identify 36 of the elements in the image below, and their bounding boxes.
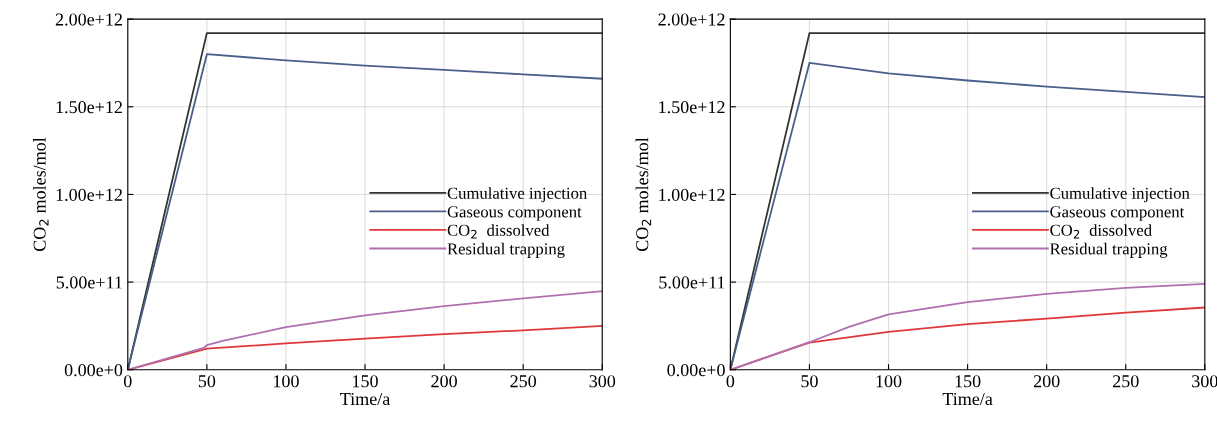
y-tick-label: 2.00e+12 [55, 13, 122, 26]
x-tick-label: 0 [726, 375, 735, 388]
y-tick-label: 1.00e+12 [56, 188, 122, 201]
x-tick-label: 300 [1192, 375, 1217, 388]
legend-label: Residual trapping [447, 242, 565, 258]
y-axis-title: CO$_{2}$ moles/mol [635, 137, 652, 252]
x-tick-label: 250 [1113, 375, 1139, 388]
x-tick-label: 0 [123, 375, 132, 388]
y-axis-title: CO$_{2}$ moles/mol [33, 137, 49, 252]
x-tick-label: 100 [273, 375, 299, 388]
x-tick-label: 50 [198, 375, 216, 388]
x-axis-title: Time/a [340, 392, 391, 406]
legend-label: Cumulative injection [447, 187, 587, 203]
y-tick-label: 5.00e+11 [659, 276, 725, 289]
legend-label: Gaseous component [1050, 206, 1185, 221]
y-tick-label: 2.00e+12 [658, 13, 725, 26]
legend-label: CO$_{2}$ dissolved [447, 224, 550, 239]
x-tick-label: 200 [1033, 375, 1060, 388]
x-tick-label: 150 [353, 375, 378, 388]
legend-label: Cumulative injection [1050, 187, 1190, 203]
x-axis-title: Time/a [942, 392, 993, 406]
y-tick-label: 0.00e+0 [64, 364, 123, 377]
x-tick-label: 100 [876, 375, 902, 388]
y-tick-label: 5.00e+11 [56, 276, 122, 289]
x-tick-label: 300 [589, 375, 616, 388]
legend-label: Residual trapping [1050, 242, 1168, 258]
x-tick-label: 50 [801, 375, 818, 388]
y-tick-label: 1.00e+12 [659, 188, 725, 201]
y-tick-label: 1.50e+12 [659, 101, 725, 114]
y-tick-label: 0.00e+0 [667, 364, 725, 377]
y-tick-label: 1.50e+12 [56, 101, 122, 114]
x-tick-label: 150 [955, 375, 981, 388]
legend-label: CO$_{2}$ dissolved [1050, 224, 1152, 239]
x-tick-label: 200 [431, 375, 457, 388]
legend-label: Gaseous component [447, 206, 582, 221]
x-tick-label: 250 [510, 375, 537, 388]
